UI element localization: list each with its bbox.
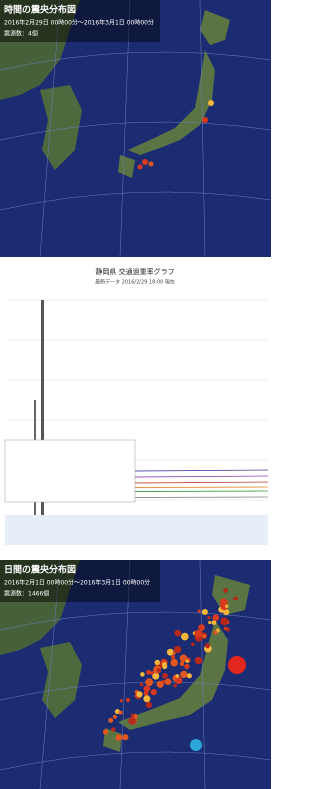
- epicenter: [175, 677, 182, 684]
- epicenter: [194, 630, 202, 638]
- map-period: 2016年2月29日 00時00分～2016年3月1日 00時00分: [4, 19, 154, 27]
- epicenter: [191, 643, 195, 647]
- epicenter: [122, 734, 128, 740]
- epicenter: [165, 679, 172, 686]
- epicenter: [103, 729, 108, 734]
- epicenter: [171, 655, 175, 659]
- epicenter: [131, 714, 134, 717]
- epicenter: [195, 657, 203, 665]
- epicenter: [119, 711, 123, 715]
- epicenter: [120, 699, 123, 702]
- screenshot: 時間の震央分布図 2016年2月29日 00時00分～2016年3月1日 00時…: [0, 0, 271, 789]
- map-title: 日間の震央分布図: [4, 564, 76, 576]
- epicenter: [151, 689, 157, 695]
- map-period: 2016年2月1日 00時00分～2016年3月1日 00時00分: [4, 579, 150, 587]
- epicenter: [126, 698, 130, 702]
- page: {"panels": [ {"title": "時間の震央分布図", "peri…: [0, 0, 271, 789]
- epicenter: [186, 660, 189, 663]
- epicenter: [162, 662, 167, 667]
- epicenter: [208, 100, 214, 106]
- epicenter: [180, 662, 184, 666]
- epicenter: [140, 683, 144, 687]
- epicenter: [162, 673, 168, 679]
- epicenter: [157, 668, 161, 672]
- epicenter: [202, 609, 208, 615]
- epicenter: [190, 739, 202, 751]
- epicenter: [146, 702, 152, 708]
- epicenter: [149, 162, 154, 167]
- chart-title: 静岡県 交通過重率グラフ: [95, 267, 174, 276]
- epicenter: [220, 618, 228, 626]
- epicenter: [111, 727, 116, 732]
- legend-box: [5, 440, 135, 502]
- epicenter: [143, 695, 150, 702]
- map-count: 震源数：1466個: [4, 590, 49, 598]
- epicenter: [162, 680, 165, 683]
- epicenter: [187, 673, 192, 678]
- epicenter: [184, 664, 189, 669]
- epicenter: [176, 674, 180, 678]
- epicenter: [146, 670, 151, 675]
- epicenter: [181, 633, 189, 641]
- epicenter: [224, 627, 227, 630]
- epicenter: [150, 671, 154, 675]
- epicenter: [208, 621, 211, 624]
- epicenter: [140, 672, 145, 677]
- epicenter: [145, 678, 153, 686]
- epicenter: [174, 630, 181, 637]
- epicenter: [144, 686, 151, 693]
- epicenter: [202, 634, 206, 638]
- epicenter: [180, 671, 187, 678]
- epicenter: [174, 646, 181, 653]
- epicenter: [116, 734, 123, 741]
- epicenter: [108, 718, 113, 723]
- epicenter: [233, 597, 236, 600]
- x-axis-band: [5, 515, 268, 545]
- epicenter: [213, 614, 220, 621]
- epicenter: [142, 159, 148, 165]
- epicenter: [223, 588, 228, 593]
- epicenter: [207, 616, 210, 619]
- epicenter: [128, 717, 136, 725]
- epicenter: [170, 659, 178, 667]
- epicenter: [225, 605, 228, 608]
- epicenter: [138, 165, 143, 170]
- chart-bg: [0, 262, 271, 555]
- map-panel-2: 日間の震央分布図 2016年2月1日 00時00分～2016年3月1日 00時0…: [0, 560, 271, 789]
- epicenter: [155, 660, 160, 665]
- epicenter: [136, 691, 142, 697]
- epicenter: [213, 630, 217, 634]
- map-panel-1: 時間の震央分布図 2016年2月29日 00時00分～2016年3月1日 00時…: [0, 0, 271, 257]
- epicenter: [113, 715, 117, 719]
- chart-panel: 静岡県 交通過重率グラフ 最新データ 2016/2/29 18:00 現在: [0, 262, 271, 555]
- epicenter: [198, 610, 201, 613]
- epicenter: [202, 117, 208, 123]
- chart-subtitle: 最新データ 2016/2/29 18:00 現在: [95, 279, 175, 286]
- epicenter: [167, 649, 174, 656]
- epicenter: [173, 652, 176, 655]
- epicenter: [228, 656, 246, 674]
- map-count: 震源数：4個: [4, 30, 38, 38]
- epicenter: [205, 643, 210, 648]
- map-title: 時間の震央分布図: [4, 4, 76, 16]
- epicenter: [173, 684, 177, 688]
